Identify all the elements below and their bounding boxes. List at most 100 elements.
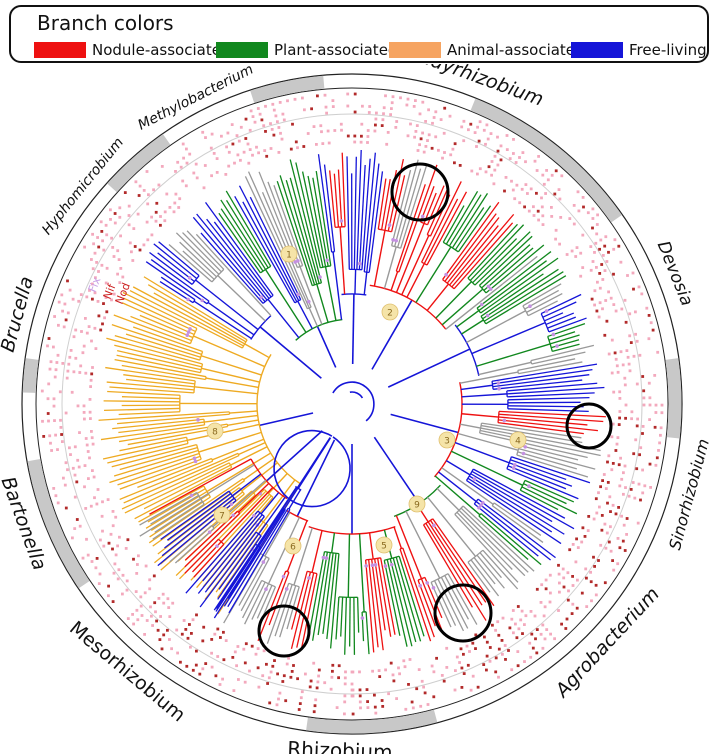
trait-cell: [624, 416, 627, 420]
trait-cell: [570, 249, 574, 253]
trait-cell: [165, 192, 169, 196]
trait-cell: [63, 483, 67, 487]
trait-cell: [53, 375, 57, 379]
branch: [194, 386, 258, 395]
leaf-branch: [467, 477, 553, 533]
clade-bradyrhizobium: [369, 158, 545, 370]
trait-cell: [648, 462, 652, 466]
trait-cell: [496, 163, 500, 167]
node-dot: [192, 456, 197, 461]
trait-cell: [343, 682, 347, 686]
trait-cell: [437, 148, 440, 152]
trait-cell: [648, 403, 652, 407]
trait-cell: [86, 450, 90, 453]
branch-stem: [259, 412, 314, 427]
branch-arc: [263, 488, 274, 498]
trait-cell: [132, 557, 135, 561]
leaf-branch: [204, 202, 274, 296]
leaf-branch: [474, 231, 531, 286]
leaf-branch: [132, 286, 244, 347]
node-marker-disc: [381, 303, 399, 321]
trait-cell: [170, 647, 173, 651]
trait-cell: [94, 566, 98, 570]
leaf-branch: [380, 557, 396, 635]
trait-cell: [136, 212, 140, 216]
leaf-branch: [295, 162, 321, 268]
trait-cell: [96, 236, 99, 239]
trait-cell: [589, 570, 592, 574]
branch-arc: [473, 498, 479, 505]
leaf-branch: [103, 400, 180, 403]
trait-cell: [614, 309, 618, 313]
trait-cell: [558, 197, 562, 201]
trait-cell: [615, 364, 619, 368]
branch: [427, 496, 477, 557]
leaf-branch: [121, 454, 240, 510]
trait-cell: [126, 617, 130, 620]
leaf-branch: [467, 223, 518, 279]
trait-cell: [71, 536, 74, 540]
trait-cell: [80, 330, 83, 333]
branch: [207, 301, 255, 336]
trait-cell: [62, 476, 65, 480]
trait-cell: [84, 317, 87, 320]
trait-cell: [574, 560, 578, 564]
trait-cell: [493, 154, 497, 158]
branch: [454, 441, 510, 464]
branch: [401, 235, 430, 296]
trait-cell: [541, 214, 545, 218]
trait-cell: [585, 576, 588, 580]
trait-cell: [346, 134, 350, 138]
trait-cell: [57, 323, 60, 327]
trait-cell: [145, 170, 149, 173]
trait-cell: [88, 410, 92, 414]
trait-cell: [179, 660, 182, 664]
trait-cell: [432, 670, 436, 674]
leaf-branch: [145, 490, 208, 529]
trait-cell: [598, 505, 601, 509]
trait-cell: [180, 632, 184, 636]
trait-cell: [611, 462, 615, 465]
leaf-branch: [475, 501, 551, 561]
trait-cell: [210, 651, 213, 655]
trait-cell: [577, 209, 581, 213]
trait-cell: [558, 242, 561, 246]
trait-cell: [640, 292, 644, 296]
trait-cell: [251, 115, 255, 118]
trait-cell: [536, 209, 540, 213]
trait-cell: [89, 504, 93, 508]
trait-cell: [191, 618, 195, 622]
trait-cell: [188, 623, 191, 626]
trait-cell: [303, 108, 306, 112]
trait-cell: [248, 128, 252, 132]
trait-rings: [40, 92, 664, 716]
branch-stem: [390, 413, 459, 434]
leaf-branch: [530, 344, 595, 362]
branch: [231, 473, 262, 497]
trait-cell: [550, 173, 554, 177]
trait-cell: [73, 445, 77, 449]
node-dot: [325, 258, 329, 263]
trait-cell: [515, 183, 519, 187]
trait-cell: [440, 674, 444, 677]
trait-cell: [451, 147, 455, 151]
trait-cell: [607, 352, 611, 356]
trait-cell: [604, 546, 608, 550]
legend-swatch-nodule: [34, 42, 86, 58]
trait-cell: [168, 638, 171, 641]
leaf-branch: [150, 259, 210, 302]
trait-cell: [359, 140, 363, 144]
trait-cell: [253, 120, 257, 124]
node-dot: [186, 330, 191, 334]
trait-cell: [521, 151, 525, 154]
trait-cell: [69, 453, 72, 456]
trait-cell: [469, 122, 473, 126]
branch-stem: [371, 299, 413, 370]
trait-cell: [256, 107, 260, 110]
trait-cell: [85, 537, 88, 541]
trait-cell: [181, 179, 185, 183]
node-dot: [544, 309, 549, 313]
trait-cell: [64, 461, 68, 465]
genus-band-segment: [27, 458, 90, 589]
trait-cell: [174, 170, 177, 173]
